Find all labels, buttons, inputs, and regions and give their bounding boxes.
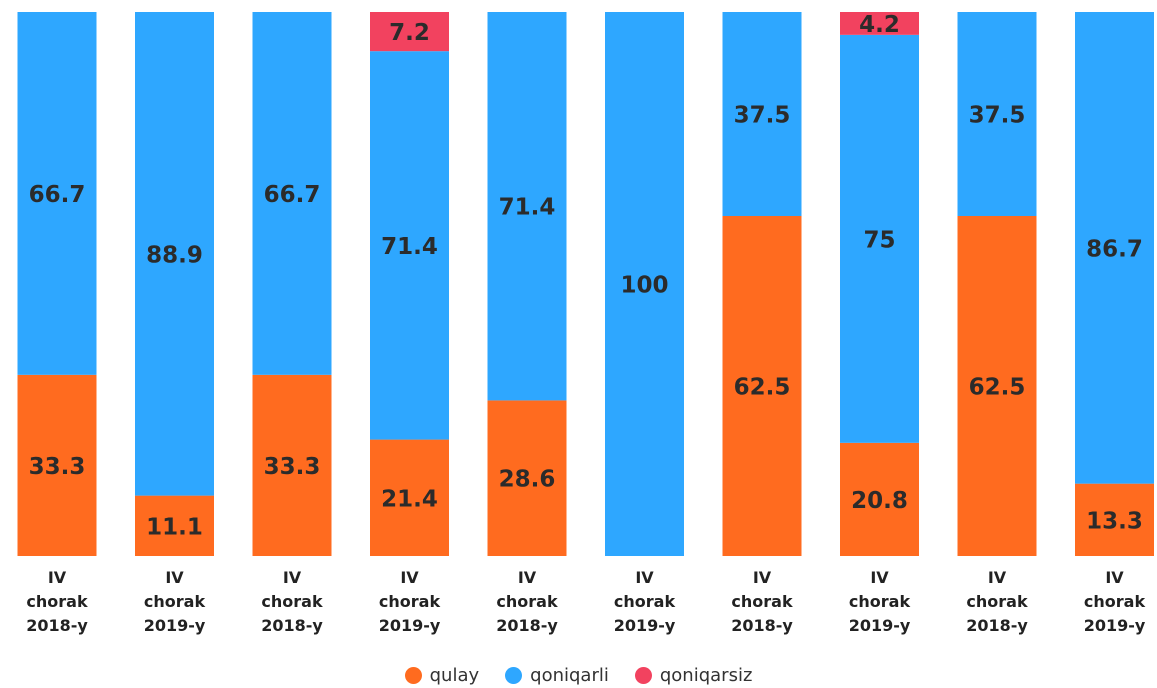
bar-segment [17, 12, 97, 375]
data-label: 21.4 [381, 486, 438, 512]
data-label: 13.3 [1086, 508, 1143, 534]
bar-segment [135, 495, 214, 556]
data-label: 37.5 [969, 103, 1026, 129]
data-label: 4.2 [859, 12, 900, 38]
legend-item: qulay [404, 665, 480, 686]
data-label: 100 [620, 273, 668, 299]
bar-segment [1075, 12, 1154, 484]
x-tick-label: IV chorak 2018-y [966, 568, 1028, 635]
bar-segment [370, 12, 449, 52]
data-label: 88.9 [146, 242, 203, 268]
bar-segment [252, 374, 332, 556]
bar-segment [840, 12, 919, 35]
legend-swatch [404, 667, 422, 684]
data-label: 66.7 [29, 182, 86, 208]
bar-segment [605, 12, 684, 556]
x-tick-label: IV chorak 2019-y [613, 568, 676, 635]
legend-label: qulay [429, 665, 480, 686]
bar-segment [1075, 483, 1154, 556]
x-tick-label: IV chorak 2019-y [1083, 568, 1146, 635]
legend-label: qoniqarsiz [659, 665, 753, 686]
legend-item: qoniqarsiz [634, 665, 753, 686]
bar-segment [487, 400, 567, 556]
bar-segment [370, 439, 449, 556]
x-tick-label: IV chorak 2018-y [26, 568, 88, 635]
legend-item: qoniqarli [505, 665, 609, 686]
data-label: 7.2 [389, 20, 430, 46]
bar-segment [957, 12, 1037, 216]
data-label: 11.1 [146, 514, 203, 540]
data-label: 20.8 [851, 488, 908, 514]
bar-segment [840, 34, 919, 443]
data-label: 33.3 [264, 454, 321, 480]
x-tick-label: IV chorak 2018-y [731, 568, 793, 635]
bar-segment [722, 12, 802, 216]
legend-label: qoniqarli [530, 665, 609, 686]
bar-segment [722, 216, 802, 556]
bar-segment [135, 12, 214, 496]
data-label: 62.5 [734, 375, 791, 401]
data-label: 71.4 [499, 195, 556, 221]
x-tick-label: IV chorak 2019-y [378, 568, 441, 635]
x-tick-label: IV chorak 2019-y [848, 568, 911, 635]
data-label: 28.6 [499, 467, 556, 493]
plot: 33.3 66.7 11.1 88.9 33.3 66.7 21.4 71.4 7.2 28.6 7… [17, 12, 1154, 556]
data-label: 71.4 [381, 234, 438, 260]
bar-segment [840, 442, 919, 556]
bar-segment [487, 12, 567, 401]
data-label: 66.7 [264, 182, 321, 208]
bar-segment [957, 216, 1037, 556]
x-tick-label: IV chorak 2018-y [496, 568, 558, 635]
bar-segment [17, 374, 97, 556]
bar-segment [252, 12, 332, 375]
data-label: 37.5 [734, 103, 791, 129]
legend-swatch [505, 667, 523, 684]
x-tick-label: IV chorak 2018-y [261, 568, 323, 635]
x-tick-label: IV chorak 2019-y [143, 568, 206, 635]
data-label: 75 [863, 227, 895, 253]
legend: qulay qoniqarli qoniqarsiz [0, 665, 1157, 686]
data-label: 86.7 [1086, 236, 1143, 262]
bar-segment [370, 51, 449, 440]
data-label: 62.5 [969, 375, 1026, 401]
legend-swatch [634, 667, 652, 684]
data-label: 33.3 [29, 454, 86, 480]
